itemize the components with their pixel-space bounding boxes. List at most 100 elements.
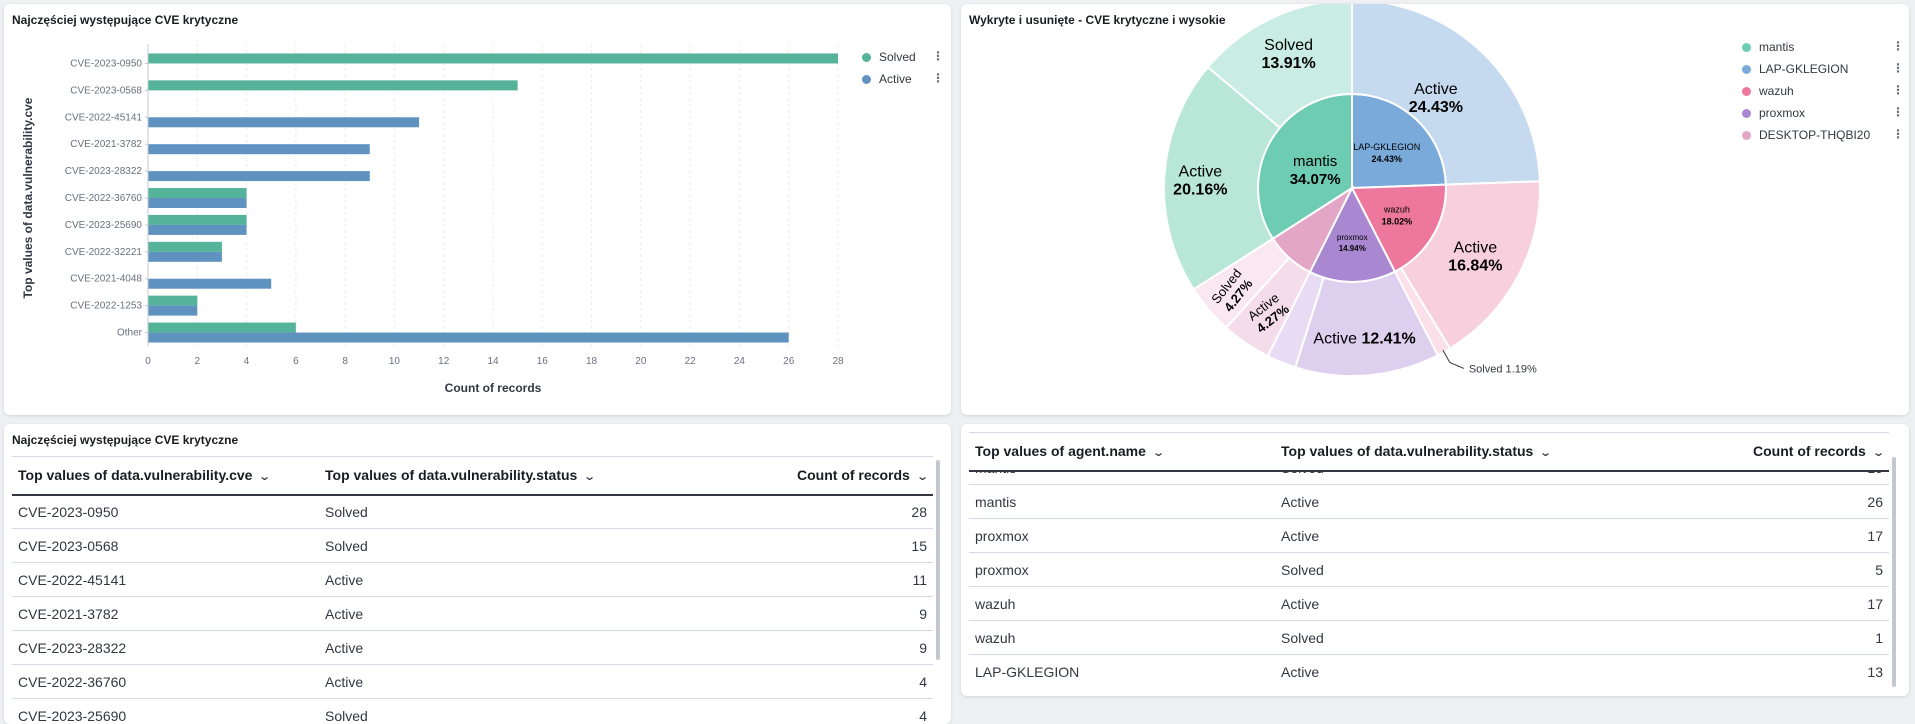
bar-active-cve-2021-3782[interactable] [148,144,370,154]
x-tick-label: 12 [438,356,450,367]
column-header-count[interactable]: Count of records⌄ [1581,433,1889,471]
chevron-down-icon[interactable]: ⌄ [1872,446,1885,459]
more-options-icon[interactable]: ⋮ [1892,127,1904,141]
count-cell: 28 [626,495,933,529]
bar-active-cve-2022-1253[interactable] [148,306,197,316]
x-tick-label: 16 [537,356,549,367]
column-header-cve[interactable]: Top values of data.vulnerability.cve⌄ [12,457,319,495]
cve-table-panel: Najczęściej występujące CVE krytyczne To… [4,424,951,724]
pie-inner-label: proxmox [1337,233,1368,242]
count-cell: 1 [1581,621,1889,655]
bar-solved-cve-2023-0950[interactable] [148,53,838,63]
bar-active-cve-2022-36760[interactable] [148,198,247,208]
table-scrollbar[interactable] [1892,457,1896,687]
bar-solved-cve-2023-25690[interactable] [148,215,247,225]
bar-active-cve-2023-28322[interactable] [148,171,370,181]
status-cell: Solved [1275,553,1581,587]
count-cell: 26 [1581,485,1889,519]
x-axis-label: Count of records [445,381,542,395]
more-options-icon[interactable]: ⋮ [1892,105,1904,119]
y-tick-label: CVE-2023-25690 [65,220,143,231]
x-tick-label: 26 [783,356,795,367]
bar-active-cve-2021-4048[interactable] [148,279,271,289]
y-tick-label: CVE-2022-1253 [70,301,142,312]
legend-dot-icon [862,53,871,62]
bar-active-cve-2022-32221[interactable] [148,252,222,262]
x-tick-label: 18 [586,356,598,367]
pie-leader-line [1443,350,1464,368]
legend-item-proxmox[interactable]: proxmox [1742,106,1805,120]
more-options-icon[interactable]: ⋮ [932,49,944,63]
column-header-agent[interactable]: Top values of agent.name⌄ [969,433,1275,471]
bar-solved-cve-2022-1253[interactable] [148,296,197,306]
x-tick-label: 0 [145,356,151,367]
cve-cell: CVE-2023-25690 [12,699,319,724]
legend-item-lap-gklegion[interactable]: LAP-GKLEGION [1742,62,1848,76]
count-cell: 17 [1581,519,1889,553]
bar-solved-other[interactable] [148,323,296,333]
y-tick-label: CVE-2023-0950 [70,58,142,69]
y-tick-label: CVE-2023-0568 [70,85,142,96]
bar-active-cve-2023-25690[interactable] [148,225,247,235]
column-header-status[interactable]: Top values of data.vulnerability.status⌄ [319,457,626,495]
table-header-row: Top values of data.vulnerability.cve⌄ To… [12,457,933,495]
status-cell: Active [319,665,626,699]
legend-item-mantis[interactable]: mantis [1742,40,1794,54]
pie-inner-percent: 34.07% [1290,171,1341,188]
legend-item-desktop-thqbi20[interactable]: DESKTOP-THQBI20 [1742,128,1870,142]
y-tick-label: CVE-2022-45141 [65,112,143,123]
chevron-down-icon[interactable]: ⌄ [916,470,929,483]
column-header-count[interactable]: Count of records⌄ [626,457,933,495]
bar-solved-cve-2022-36760[interactable] [148,188,247,198]
legend-item-wazuh[interactable]: wazuh [1742,84,1794,98]
agent-cell: wazuh [969,587,1275,621]
legend-label: DESKTOP-THQBI20 [1759,128,1870,142]
bar-active-other[interactable] [148,333,789,343]
legend-label: LAP-GKLEGION [1759,62,1848,76]
x-tick-label: 24 [734,356,746,367]
legend-dot-icon [1742,65,1751,74]
chevron-down-icon[interactable]: ⌄ [1152,446,1165,459]
legend-item-solved[interactable]: Solved [862,50,916,64]
pie-chart-legend: mantis ⋮ LAP-GKLEGION ⋮ wazuh ⋮ proxmox ⋮ DESKTO… [1742,40,1902,150]
cve-cell: CVE-2022-45141 [12,563,319,597]
pie-outer-label: Solved [1264,37,1313,54]
chevron-down-icon[interactable]: ⌄ [1539,446,1552,459]
status-cell: Active [1275,655,1581,689]
chevron-down-icon[interactable]: ⌄ [583,470,596,483]
chevron-down-icon[interactable]: ⌄ [259,470,272,483]
bar-solved-cve-2022-32221[interactable] [148,242,222,252]
more-options-icon[interactable]: ⋮ [1892,39,1904,53]
more-options-icon[interactable]: ⋮ [1892,83,1904,97]
pie-inner-percent: 14.94% [1339,244,1366,253]
table-scrollbar[interactable] [936,460,940,660]
agent-cell: LAP-GKLEGION [969,655,1275,689]
more-options-icon[interactable]: ⋮ [932,71,944,85]
count-cell: 9 [626,597,933,631]
agent-cell: proxmox [969,519,1275,553]
count-cell: 17 [1581,587,1889,621]
x-tick-label: 22 [685,356,697,367]
agent-cell: mantis [969,485,1275,519]
more-options-icon[interactable]: ⋮ [1892,61,1904,75]
legend-label: proxmox [1759,106,1805,120]
bar-solved-cve-2023-0568[interactable] [148,80,518,90]
legend-item-active[interactable]: Active [862,72,912,86]
bar-active-cve-2022-45141[interactable] [148,117,419,127]
agent-table: Top values of agent.name⌄ Top values of … [969,432,1889,688]
x-tick-label: 20 [635,356,647,367]
column-header-status[interactable]: Top values of data.vulnerability.status⌄ [1275,433,1581,471]
